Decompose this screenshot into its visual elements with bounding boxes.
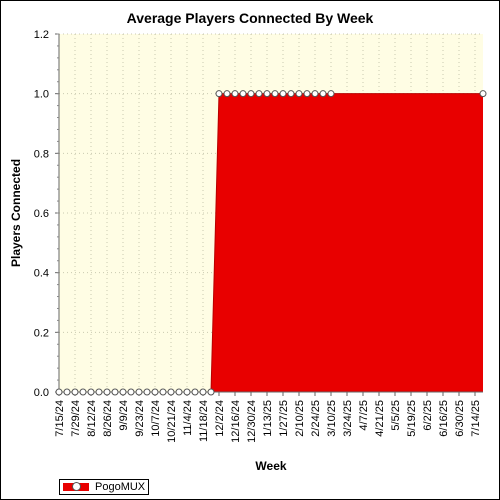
x-tick-label: 8/26/24	[102, 400, 114, 437]
x-tick-label: 9/9/24	[118, 400, 130, 431]
x-tick-label: 3/10/25	[326, 400, 338, 437]
y-tick-label: 1.0	[34, 89, 49, 101]
y-axis-label: Players Connected	[9, 159, 23, 267]
x-tick-label: 1/27/25	[278, 400, 290, 437]
x-tick-label: 2/10/25	[294, 400, 306, 437]
data-point	[271, 90, 279, 98]
data-point	[191, 388, 199, 396]
x-tick-label: 11/18/24	[198, 400, 210, 442]
data-point	[143, 388, 151, 396]
x-tick-label: 9/23/24	[134, 400, 146, 437]
x-tick-label: 10/21/24	[166, 400, 178, 443]
x-tick-label: 12/16/24	[230, 400, 242, 443]
y-tick-label: 0.4	[34, 268, 49, 280]
data-point	[207, 388, 215, 396]
y-tick-label: 0.8	[34, 148, 49, 160]
y-tick-label: 0.6	[34, 208, 49, 220]
data-point	[319, 90, 327, 98]
data-point	[311, 90, 319, 98]
x-tick-label: 10/7/24	[150, 400, 162, 437]
data-point	[215, 90, 223, 98]
data-point	[231, 90, 239, 98]
x-tick-label: 12/30/24	[246, 400, 258, 443]
data-point	[135, 388, 143, 396]
x-tick-label: 12/2/24	[214, 400, 226, 437]
chart-title: Average Players Connected By Week	[127, 10, 374, 26]
x-tick-label: 6/2/25	[422, 400, 434, 431]
x-tick-label: 4/21/25	[374, 400, 386, 437]
x-tick-label: 11/4/24	[182, 400, 194, 436]
legend-label: PogoMUX	[95, 481, 146, 493]
x-tick-label: 7/29/24	[70, 400, 82, 437]
y-tick-label: 0.2	[34, 327, 49, 339]
data-point	[279, 90, 287, 98]
x-tick-label: 6/16/25	[438, 400, 450, 437]
data-point	[479, 90, 487, 98]
data-point	[327, 90, 335, 98]
data-point	[103, 388, 111, 396]
data-point	[95, 388, 103, 396]
x-tick-label: 4/7/25	[358, 400, 370, 431]
data-point	[79, 388, 87, 396]
data-point	[223, 90, 231, 98]
legend-marker-icon	[72, 482, 81, 491]
x-tick-label: 7/15/24	[54, 400, 66, 437]
legend-swatch	[63, 482, 89, 491]
x-tick-label: 3/24/25	[342, 400, 354, 437]
y-tick-label: 1.2	[34, 29, 49, 41]
legend: PogoMUX	[59, 479, 149, 495]
data-point	[159, 388, 167, 396]
data-point	[295, 90, 303, 98]
x-tick-label: 2/24/25	[310, 400, 322, 437]
data-point	[63, 388, 71, 396]
data-point	[119, 388, 127, 396]
data-point	[247, 90, 255, 98]
data-point	[287, 90, 295, 98]
series-area-pogomux	[59, 93, 483, 393]
data-point	[87, 388, 95, 396]
data-point	[71, 388, 79, 396]
y-tick-label: 0.0	[34, 387, 49, 399]
x-tick-label: 7/14/25	[470, 400, 482, 437]
data-point	[303, 90, 311, 98]
x-tick-label: 6/30/25	[454, 400, 466, 437]
data-point	[151, 388, 159, 396]
data-point	[239, 90, 247, 98]
data-point	[55, 388, 63, 396]
data-point	[175, 388, 183, 396]
x-tick-label: 8/12/24	[86, 400, 98, 437]
data-point	[111, 388, 119, 396]
data-point	[127, 388, 135, 396]
data-point	[183, 388, 191, 396]
data-point	[263, 90, 271, 98]
data-point	[167, 388, 175, 396]
data-point	[255, 90, 263, 98]
x-tick-label: 5/19/25	[406, 400, 418, 437]
x-tick-label: 5/5/25	[390, 400, 402, 431]
data-point	[199, 388, 207, 396]
x-tick-label: 1/13/25	[262, 400, 274, 437]
x-axis-label: Week	[255, 459, 286, 473]
